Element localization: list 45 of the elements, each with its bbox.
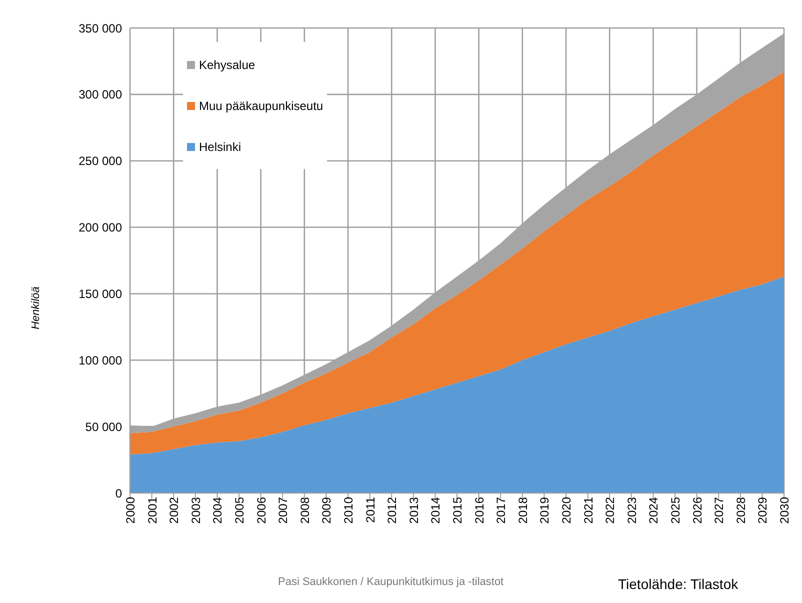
text: Pasi Saukkonen / Kaupunkitutkimus ja -tilastot (278, 576, 504, 588)
x-tick-label: 2003 (188, 496, 203, 524)
x-tick-label: 2019 (538, 496, 552, 524)
y-tick-label: 150 000 (78, 286, 122, 301)
x-tick-label: 2010 (342, 496, 356, 524)
x-tick-label: 2001 (145, 496, 160, 524)
y-tick-label: 300 000 (78, 88, 122, 102)
x-tick-label: 2011 (363, 496, 378, 523)
y-tick-label: 200 000 (78, 220, 122, 235)
x-tick-label: 2029 (756, 496, 770, 524)
x-tick-label: 2020 (560, 496, 574, 524)
x-tick-label: 2016 (472, 496, 486, 524)
x-tick-label: 2027 (712, 496, 726, 524)
legend-label: Kehysalue (199, 58, 256, 72)
x-tick-label: 2028 (734, 496, 748, 524)
x-tick-label: 2000 (124, 496, 138, 524)
x-tick-label: 2025 (668, 496, 683, 524)
x-tick-label: 2005 (232, 496, 247, 524)
x-tick-label: 2026 (690, 496, 704, 524)
x-tick-label: 2009 (320, 496, 334, 524)
y-axis-title: Henkilöä (30, 286, 42, 330)
x-tick-label: 2013 (406, 496, 421, 524)
legend-label: Helsinki (199, 140, 242, 154)
x-tick-label: 2014 (428, 496, 443, 524)
x-tick-label: 2030 (778, 496, 792, 524)
x-tick-label: 2006 (254, 496, 268, 524)
x-tick-label: 2012 (385, 496, 400, 524)
text: Tietolähde: Tilastok (618, 576, 738, 592)
x-tick-label: 2021 (581, 496, 596, 524)
y-tick-label: 100 000 (78, 353, 122, 368)
y-tick-label: 0 (115, 486, 122, 500)
x-tick-label: 2023 (624, 496, 639, 524)
legend-label: Muu pääkaupunkiseutu (199, 98, 324, 112)
x-tick-label: 2007 (276, 496, 290, 524)
x-tick-label: 2008 (298, 496, 312, 524)
y-tick-label: 350 000 (78, 21, 122, 36)
x-tick-label: 2018 (516, 496, 530, 524)
x-tick-label: 2002 (167, 496, 182, 524)
y-tick-label: 250 000 (78, 154, 122, 168)
y-tick-label: 50 000 (85, 420, 122, 434)
x-tick-label: 2015 (450, 496, 465, 524)
x-tick-label: 2024 (646, 496, 661, 524)
x-tick-label: 2017 (494, 496, 508, 524)
x-tick-label: 2004 (210, 496, 225, 524)
x-tick-label: 2022 (603, 496, 618, 524)
